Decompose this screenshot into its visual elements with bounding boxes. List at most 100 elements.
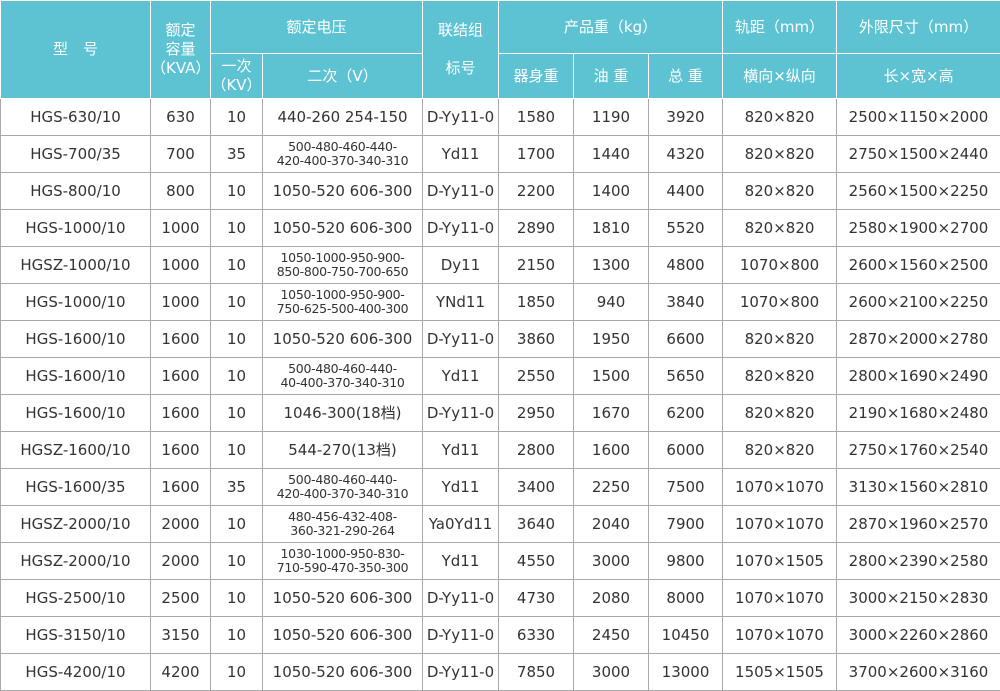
table-cell: HGSZ-1600/10	[1, 432, 151, 469]
table-cell: 1700	[499, 136, 574, 173]
table-cell: 800	[151, 173, 211, 210]
table-cell: HGS-1600/10	[1, 358, 151, 395]
table-cell: 2080	[574, 580, 649, 617]
table-cell: 10	[211, 580, 263, 617]
table-cell: 4320	[649, 136, 723, 173]
table-cell: 10	[211, 99, 263, 136]
table-cell: 1070×1070	[723, 580, 837, 617]
table-cell: 35	[211, 136, 263, 173]
table-cell: HGS-1000/10	[1, 210, 151, 247]
table-cell: 2560×1500×2250	[837, 173, 1000, 210]
table-cell: 2870×1960×2570	[837, 506, 1000, 543]
table-cell: 10	[211, 247, 263, 284]
table-cell: 1000	[151, 247, 211, 284]
table-cell: 3000×2260×2860	[837, 617, 1000, 654]
table-cell: 1190	[574, 99, 649, 136]
table-cell: 500-480-460-440- 420-400-370-340-310	[263, 136, 423, 173]
table-cell: 2600×2100×2250	[837, 284, 1000, 321]
table-cell: 1070×1070	[723, 469, 837, 506]
header-cell: 一次 （KV）	[211, 54, 263, 99]
table-cell: 3860	[499, 321, 574, 358]
table-cell: 10	[211, 506, 263, 543]
table-cell: 1070×1505	[723, 543, 837, 580]
header-cell: 器身重	[499, 54, 574, 99]
header-cell: 长×宽×高	[837, 54, 1000, 99]
table-cell: 10450	[649, 617, 723, 654]
table-cell: 1050-520 606-300	[263, 654, 423, 691]
header-cell: 二次（V）	[263, 54, 423, 99]
table-cell: 10	[211, 210, 263, 247]
table-cell: 3000×2150×2830	[837, 580, 1000, 617]
header-cell: 产品重（kg）	[499, 1, 723, 54]
table-cell: 1070×800	[723, 247, 837, 284]
table-cell: 2600×1560×2500	[837, 247, 1000, 284]
header-cell: 总 重	[649, 54, 723, 99]
table-cell: 820×820	[723, 358, 837, 395]
table-cell: 1050-520 606-300	[263, 210, 423, 247]
table-cell: 13000	[649, 654, 723, 691]
table-cell: 1500	[574, 358, 649, 395]
table-cell: Dy11	[423, 247, 499, 284]
table-cell: 3130×1560×2810	[837, 469, 1000, 506]
table-cell: HGS-630/10	[1, 99, 151, 136]
table-cell: HGS-1600/35	[1, 469, 151, 506]
table-cell: D-Yy11-0	[423, 210, 499, 247]
table-cell: 2000	[151, 506, 211, 543]
table-cell: D-Yy11-0	[423, 99, 499, 136]
table-cell: 7850	[499, 654, 574, 691]
table-cell: 1050-520 606-300	[263, 173, 423, 210]
table-cell: 4400	[649, 173, 723, 210]
table-cell: 1810	[574, 210, 649, 247]
table-cell: 2500×1150×2000	[837, 99, 1000, 136]
table-cell: 10	[211, 617, 263, 654]
table-cell: 10	[211, 654, 263, 691]
table-cell: Yd11	[423, 543, 499, 580]
table-cell: 544-270(13档)	[263, 432, 423, 469]
table-cell: 2150	[499, 247, 574, 284]
table-cell: 7900	[649, 506, 723, 543]
table-cell: 4730	[499, 580, 574, 617]
table-cell: 1050-520 606-300	[263, 580, 423, 617]
table-cell: 1505×1505	[723, 654, 837, 691]
table-cell: 2950	[499, 395, 574, 432]
table-cell: 1070×1070	[723, 506, 837, 543]
table-cell: YNd11	[423, 284, 499, 321]
table-cell: 3840	[649, 284, 723, 321]
header-cell: 额定电压	[211, 1, 423, 54]
table-cell: 10	[211, 358, 263, 395]
table-cell: 7500	[649, 469, 723, 506]
table-cell: 2800×2390×2580	[837, 543, 1000, 580]
table-cell: HGS-1000/10	[1, 284, 151, 321]
table-cell: 1070×800	[723, 284, 837, 321]
table-cell: 1850	[499, 284, 574, 321]
table-cell: 1030-1000-950-830- 710-590-470-350-300	[263, 543, 423, 580]
table-cell: 10	[211, 432, 263, 469]
table-cell: 440-260 254-150	[263, 99, 423, 136]
table-cell: 820×820	[723, 321, 837, 358]
table-cell: 820×820	[723, 210, 837, 247]
table-cell: 2190×1680×2480	[837, 395, 1000, 432]
table-cell: 1600	[151, 469, 211, 506]
table-cell: D-Yy11-0	[423, 654, 499, 691]
table-cell: 2800×1690×2490	[837, 358, 1000, 395]
table-cell: 3150	[151, 617, 211, 654]
table-cell: 500-480-460-440- 40-400-370-340-310	[263, 358, 423, 395]
table-cell: 1580	[499, 99, 574, 136]
table-cell: 1670	[574, 395, 649, 432]
table-cell: 500-480-460-440- 420-400-370-340-310	[263, 469, 423, 506]
table-cell: 4550	[499, 543, 574, 580]
header-cell: 轨距（mm）	[723, 1, 837, 54]
table-cell: 10	[211, 284, 263, 321]
